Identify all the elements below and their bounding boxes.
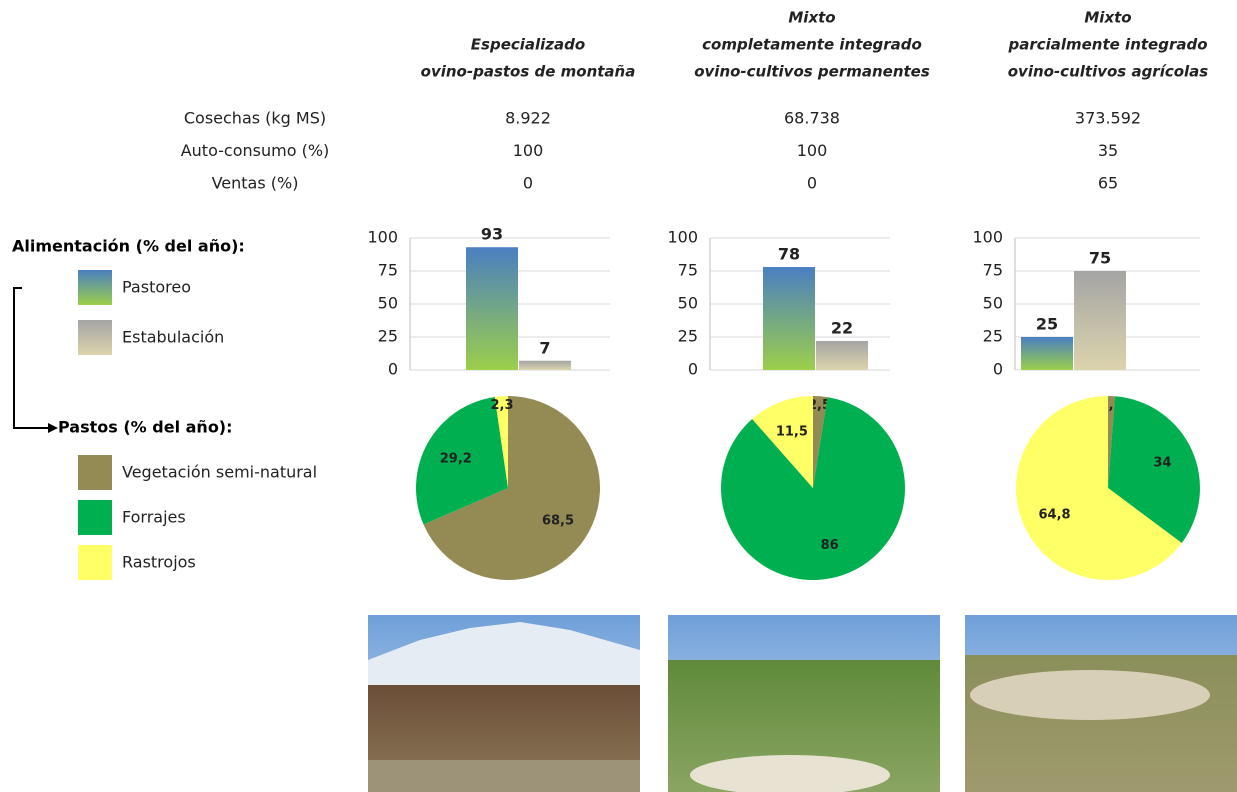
arrow-head xyxy=(48,423,58,433)
column-title: ovino-cultivos permanentes xyxy=(694,63,930,81)
y-tick-label: 100 xyxy=(367,228,398,247)
pie-slice xyxy=(416,396,508,525)
y-tick-label: 25 xyxy=(678,327,698,346)
bar-value-label: 93 xyxy=(481,225,503,244)
snow-peaks xyxy=(368,622,640,690)
bracket xyxy=(13,287,48,429)
pie-value-label: 2,3 xyxy=(491,398,514,413)
row-label: Cosechas (kg MS) xyxy=(184,109,326,128)
column-title: completamente integrado xyxy=(702,36,922,54)
bar-value-label: 25 xyxy=(1036,315,1058,334)
legend-label: Rastrojos xyxy=(122,553,196,572)
y-tick-label: 75 xyxy=(378,261,398,280)
table-cell: 0 xyxy=(523,174,533,193)
column-title: Mixto xyxy=(788,9,835,27)
pie-slice xyxy=(721,397,906,580)
pie-slice xyxy=(423,396,601,581)
table-cell: 0 xyxy=(807,174,817,193)
pie-value-label: 34 xyxy=(1153,456,1171,471)
column-title: parcialmente integrado xyxy=(1007,36,1207,54)
column-title: ovino-cultivos agrícolas xyxy=(1008,63,1209,81)
pie-slice xyxy=(1015,396,1182,580)
legend-label: Forrajes xyxy=(122,508,186,527)
y-tick-label: 0 xyxy=(388,360,398,379)
bar xyxy=(466,247,518,370)
bar-value-label: 7 xyxy=(539,338,550,357)
legend-label: Estabulación xyxy=(122,328,224,347)
column-title: ovino-pastos de montaña xyxy=(421,63,636,81)
flock xyxy=(970,670,1210,720)
photos xyxy=(368,615,1237,792)
y-tick-label: 0 xyxy=(688,360,698,379)
legend-swatch xyxy=(78,500,112,535)
y-tick-label: 75 xyxy=(678,261,698,280)
pie-value-label: 64,8 xyxy=(1039,507,1071,522)
feeding-legend-title: Alimentación (% del año): xyxy=(12,237,245,256)
table-cell: 35 xyxy=(1098,141,1118,160)
y-tick-label: 0 xyxy=(993,360,1003,379)
pie-value-label: 29,2 xyxy=(440,451,472,466)
bar xyxy=(763,267,815,370)
y-tick-label: 25 xyxy=(983,327,1003,346)
legend-swatch xyxy=(78,455,112,490)
table-cell: 65 xyxy=(1098,174,1118,193)
pie-slice xyxy=(1108,396,1200,544)
pie-slice xyxy=(813,396,828,488)
legend-label: Pastoreo xyxy=(122,278,191,297)
table-cell: 100 xyxy=(513,141,544,160)
bar xyxy=(816,340,868,370)
table-cell: 373.592 xyxy=(1075,109,1141,128)
bar-value-label: 22 xyxy=(831,318,853,337)
legend-label: Vegetación semi-natural xyxy=(122,463,317,482)
bar xyxy=(519,360,571,370)
pie-slice xyxy=(1108,396,1115,488)
table-cell: 100 xyxy=(797,141,828,160)
y-tick-label: 50 xyxy=(983,294,1003,313)
pie-value-label: 11,5 xyxy=(776,425,808,440)
legend-swatch xyxy=(78,320,112,355)
column-title: Mixto xyxy=(1084,9,1131,27)
bar xyxy=(1074,271,1126,370)
row-label: Auto-consumo (%) xyxy=(181,141,330,160)
table-cell: 8.922 xyxy=(505,109,551,128)
bar-value-label: 78 xyxy=(778,245,800,264)
y-tick-label: 50 xyxy=(678,294,698,313)
y-tick-label: 25 xyxy=(378,327,398,346)
column-title: Especializado xyxy=(471,36,585,54)
legend-swatch xyxy=(78,270,112,305)
pie-value-label: 2,5 xyxy=(808,398,831,413)
y-tick-label: 100 xyxy=(667,228,698,247)
pie-value-label: 86 xyxy=(821,538,839,553)
legend-swatch xyxy=(78,545,112,580)
y-tick-label: 50 xyxy=(378,294,398,313)
meadow xyxy=(368,760,640,792)
pie-slice xyxy=(494,396,508,488)
pie-slice xyxy=(752,396,813,488)
bar-value-label: 75 xyxy=(1089,249,1111,268)
pie-value-label: 68,5 xyxy=(542,513,574,528)
bar xyxy=(1021,337,1073,370)
y-tick-label: 100 xyxy=(972,228,1003,247)
flock xyxy=(690,755,890,792)
y-tick-label: 75 xyxy=(983,261,1003,280)
row-label: Ventas (%) xyxy=(212,174,299,193)
table-cell: 68.738 xyxy=(784,109,840,128)
pasture-legend-title: Pastos (% del año): xyxy=(58,418,233,437)
